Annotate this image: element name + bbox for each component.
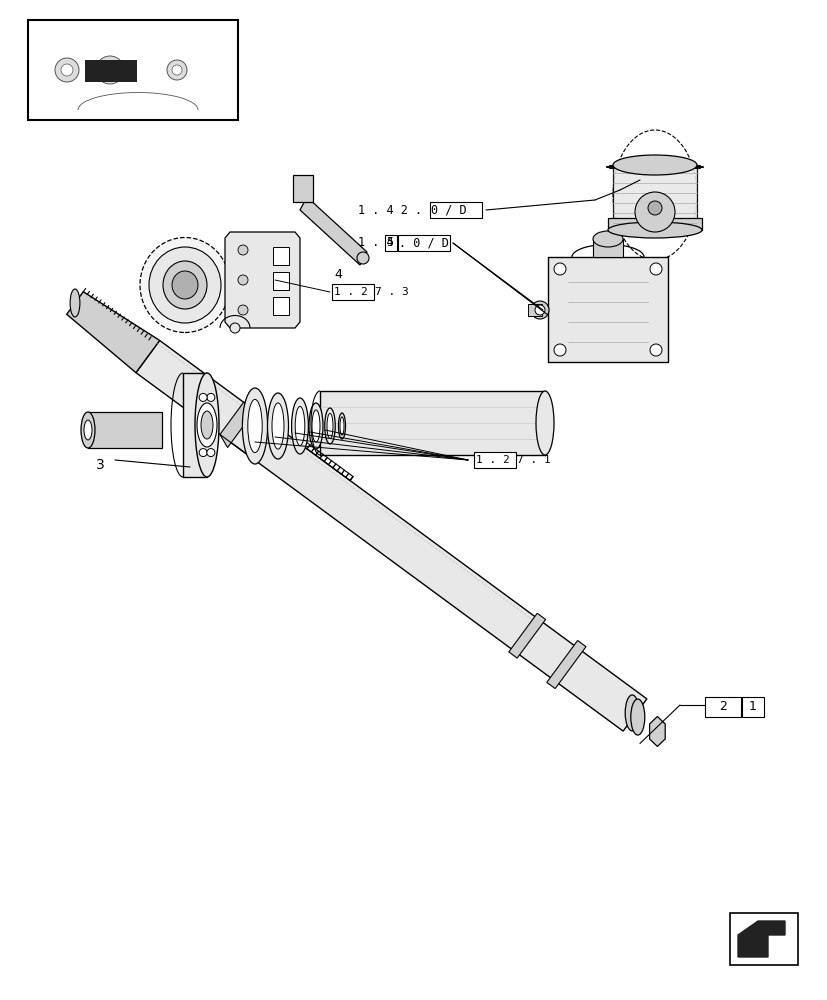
Bar <box>612 165 696 230</box>
Circle shape <box>553 263 566 275</box>
Circle shape <box>237 305 248 315</box>
Ellipse shape <box>197 403 217 447</box>
Ellipse shape <box>607 222 701 238</box>
Polygon shape <box>183 373 207 477</box>
Polygon shape <box>67 292 160 373</box>
Text: 0 / D: 0 / D <box>431 204 466 217</box>
Polygon shape <box>293 175 313 202</box>
Polygon shape <box>220 402 258 448</box>
Ellipse shape <box>163 261 207 309</box>
Ellipse shape <box>70 289 79 317</box>
Bar <box>28 20 237 120</box>
Bar <box>273 247 289 265</box>
Bar <box>528 304 542 316</box>
Circle shape <box>356 252 369 264</box>
Text: 1 . 2: 1 . 2 <box>333 287 367 297</box>
Bar <box>273 297 289 315</box>
Polygon shape <box>546 640 586 689</box>
Text: 3: 3 <box>95 458 104 472</box>
Ellipse shape <box>201 411 213 439</box>
Polygon shape <box>136 340 646 731</box>
Text: 2: 2 <box>718 700 726 713</box>
Polygon shape <box>299 197 366 265</box>
Text: 7 . 3: 7 . 3 <box>375 287 409 297</box>
Circle shape <box>553 344 566 356</box>
Bar <box>473 452 515 468</box>
Polygon shape <box>225 232 299 328</box>
Bar <box>88 412 162 448</box>
Ellipse shape <box>247 399 262 453</box>
Circle shape <box>61 64 73 76</box>
Text: 1 . 4: 1 . 4 <box>357 236 393 249</box>
Ellipse shape <box>295 406 304 446</box>
Circle shape <box>167 60 187 80</box>
Bar <box>332 284 374 300</box>
Circle shape <box>534 305 544 315</box>
Ellipse shape <box>172 271 198 299</box>
Ellipse shape <box>634 192 674 232</box>
Ellipse shape <box>327 413 332 439</box>
Bar <box>547 257 667 362</box>
Circle shape <box>648 201 662 215</box>
Bar <box>607 218 701 230</box>
Ellipse shape <box>312 410 319 442</box>
Ellipse shape <box>308 403 323 449</box>
Ellipse shape <box>338 413 345 439</box>
Ellipse shape <box>630 699 644 735</box>
Text: 4: 4 <box>333 267 342 280</box>
Circle shape <box>103 63 117 77</box>
Ellipse shape <box>195 373 218 477</box>
Bar <box>398 235 449 251</box>
Bar <box>319 391 544 455</box>
Ellipse shape <box>267 393 288 459</box>
Ellipse shape <box>242 388 267 464</box>
Bar <box>85 60 136 82</box>
Ellipse shape <box>340 417 343 435</box>
Ellipse shape <box>324 408 335 444</box>
Circle shape <box>207 393 214 401</box>
Bar <box>385 235 396 251</box>
Bar <box>729 913 797 965</box>
Ellipse shape <box>291 398 308 454</box>
Ellipse shape <box>140 237 230 332</box>
Text: 5: 5 <box>385 236 393 249</box>
Polygon shape <box>737 921 784 957</box>
Ellipse shape <box>149 247 221 323</box>
Circle shape <box>237 245 248 255</box>
Bar <box>741 697 763 717</box>
Bar <box>704 697 740 717</box>
Text: 1: 1 <box>748 700 756 713</box>
Bar <box>592 239 622 257</box>
Ellipse shape <box>612 155 696 175</box>
Bar <box>273 272 289 290</box>
Ellipse shape <box>84 420 92 440</box>
Circle shape <box>237 275 248 285</box>
Bar <box>429 202 481 218</box>
Circle shape <box>96 56 124 84</box>
Ellipse shape <box>535 391 553 455</box>
Circle shape <box>199 449 207 457</box>
Text: 7 . 1: 7 . 1 <box>516 455 550 465</box>
Text: 1 . 2: 1 . 2 <box>476 455 509 465</box>
Circle shape <box>649 344 662 356</box>
Polygon shape <box>649 716 664 746</box>
Ellipse shape <box>81 412 95 448</box>
Ellipse shape <box>272 403 284 449</box>
Circle shape <box>207 449 214 457</box>
Circle shape <box>199 393 207 401</box>
Circle shape <box>55 58 79 82</box>
Circle shape <box>530 301 548 319</box>
Circle shape <box>172 65 182 75</box>
Text: 1 . 4 2 .: 1 . 4 2 . <box>357 204 422 217</box>
Text: . 0 / D: . 0 / D <box>399 236 448 249</box>
Polygon shape <box>508 613 545 658</box>
Ellipse shape <box>624 695 638 731</box>
Circle shape <box>649 263 662 275</box>
Ellipse shape <box>592 231 622 247</box>
Circle shape <box>230 323 240 333</box>
